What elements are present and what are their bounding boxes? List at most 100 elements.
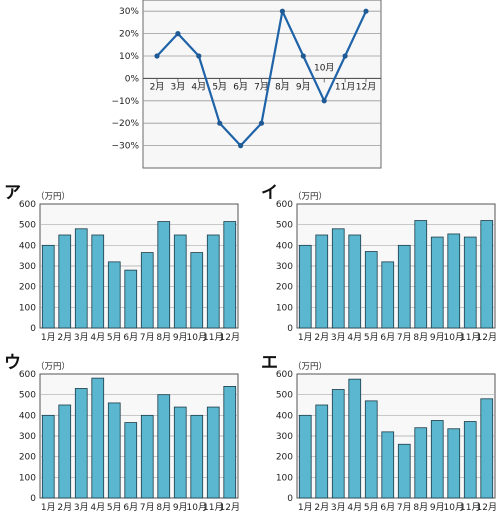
bar-x-tick-label: 6月 bbox=[123, 332, 138, 343]
bar-x-tick-label: 3月 bbox=[74, 332, 89, 343]
bar bbox=[124, 422, 138, 499]
bar bbox=[157, 221, 171, 329]
y-unit-label: （万円） bbox=[293, 191, 327, 202]
line-data-point bbox=[363, 8, 369, 14]
bar-y-tick-label: 100 bbox=[19, 303, 36, 313]
bar bbox=[397, 443, 411, 499]
bar-x-tick-label: 2月 bbox=[314, 332, 329, 343]
bar bbox=[381, 261, 395, 329]
bar-y-tick-label: 500 bbox=[19, 391, 36, 401]
line-x-tick-label: 10月 bbox=[314, 62, 334, 73]
line-x-tick-label: 8月 bbox=[275, 81, 290, 92]
bar-x-tick-label: 7月 bbox=[140, 332, 155, 343]
bar-y-tick-label: 600 bbox=[19, 200, 36, 210]
panel-label: エ bbox=[261, 353, 278, 373]
bar-x-tick-label: 6月 bbox=[380, 502, 395, 512]
bar bbox=[91, 377, 105, 499]
bar-x-tick-label: 8月 bbox=[156, 502, 171, 512]
bar-y-tick-label: 0 bbox=[287, 324, 293, 334]
bar-y-tick-label: 100 bbox=[276, 473, 293, 483]
bar bbox=[364, 251, 378, 329]
bar-x-tick-label: 10月 bbox=[444, 502, 464, 512]
bar bbox=[74, 388, 88, 499]
bar-y-tick-label: 300 bbox=[19, 262, 36, 272]
bar-x-tick-label: 9月 bbox=[430, 502, 445, 512]
bar-x-tick-label: 10月 bbox=[187, 502, 207, 512]
line-x-tick-label: 3月 bbox=[171, 81, 186, 92]
bar-x-tick-label: 6月 bbox=[380, 332, 395, 343]
line-plot-area bbox=[142, 0, 382, 169]
bar bbox=[447, 428, 461, 499]
bar-y-tick-label: 100 bbox=[19, 473, 36, 483]
bar-y-tick-label: 400 bbox=[19, 411, 36, 421]
bar bbox=[480, 398, 494, 499]
bar bbox=[315, 404, 329, 499]
panel-label: ウ bbox=[4, 353, 21, 373]
bar bbox=[41, 414, 55, 499]
bar-x-tick-label: 2月 bbox=[314, 502, 329, 512]
line-y-tick-label: 30% bbox=[119, 7, 139, 17]
bar-y-tick-label: 100 bbox=[276, 303, 293, 313]
bar bbox=[331, 389, 345, 499]
panel-label: ア bbox=[4, 183, 21, 203]
line-x-tick-label: 11月 bbox=[335, 81, 355, 92]
bar-x-tick-label: 8月 bbox=[413, 332, 428, 343]
bar-y-tick-label: 500 bbox=[276, 221, 293, 231]
bar-y-tick-label: 500 bbox=[276, 391, 293, 401]
bar-x-tick-label: 5月 bbox=[364, 332, 379, 343]
y-unit-label: （万円） bbox=[36, 191, 70, 202]
bar bbox=[381, 431, 395, 499]
bar bbox=[348, 234, 362, 329]
bar-y-tick-label: 600 bbox=[276, 200, 293, 210]
line-data-point bbox=[342, 53, 348, 59]
bar-x-tick-label: 7月 bbox=[397, 502, 412, 512]
bar bbox=[414, 427, 428, 499]
bar-x-tick-label: 11月 bbox=[203, 332, 223, 343]
line-x-tick-label: 7月 bbox=[254, 81, 269, 92]
bar-chart-i: イ （万円）600 500 400 300 200 100 0 1月 2月 3月 4月 5月 6月 7月 8月… bbox=[261, 183, 497, 343]
bar bbox=[298, 244, 312, 329]
bar-y-tick-label: 0 bbox=[30, 494, 36, 504]
bar-x-tick-label: 7月 bbox=[397, 332, 412, 343]
bar bbox=[140, 252, 154, 329]
line-y-tick-label: −10% bbox=[111, 97, 139, 107]
line-data-point bbox=[175, 30, 181, 37]
bar bbox=[41, 244, 55, 329]
bar bbox=[331, 228, 345, 329]
bar-x-tick-label: 10月 bbox=[187, 332, 207, 343]
line-data-point bbox=[238, 143, 244, 149]
growth-rate-line-chart: 30%20%10%0%−10%−20%−30%2月 3月 4月 5月 6月 7月 8月 9月1… bbox=[111, 0, 382, 169]
bar-y-tick-label: 500 bbox=[19, 221, 36, 231]
bar bbox=[463, 236, 477, 329]
line-y-tick-label: −30% bbox=[111, 142, 139, 152]
bar-x-tick-label: 3月 bbox=[331, 332, 346, 343]
bar bbox=[190, 414, 204, 499]
bar-x-tick-label: 6月 bbox=[123, 502, 138, 512]
bar-y-tick-label: 400 bbox=[276, 241, 293, 251]
bar bbox=[480, 220, 494, 329]
bar bbox=[298, 414, 312, 499]
line-data-point bbox=[279, 8, 285, 14]
bar bbox=[190, 252, 204, 329]
line-data-point bbox=[321, 98, 327, 104]
bar-y-tick-label: 300 bbox=[276, 432, 293, 442]
bar bbox=[447, 233, 461, 329]
line-x-tick-label: 6月 bbox=[233, 81, 248, 92]
bar-y-tick-label: 300 bbox=[276, 262, 293, 272]
bar-x-tick-label: 4月 bbox=[347, 332, 362, 343]
bar-y-tick-label: 0 bbox=[30, 324, 36, 334]
bar bbox=[463, 421, 477, 499]
line-x-tick-label: 4月 bbox=[191, 81, 206, 92]
bar-x-tick-label: 8月 bbox=[413, 502, 428, 512]
bar-y-tick-label: 600 bbox=[276, 370, 293, 380]
line-y-tick-label: −20% bbox=[111, 119, 139, 129]
line-data-point bbox=[217, 120, 223, 126]
line-data-point bbox=[196, 53, 202, 59]
bar-x-tick-label: 2月 bbox=[57, 502, 72, 512]
bar bbox=[364, 400, 378, 499]
bar-x-tick-label: 3月 bbox=[74, 502, 89, 512]
bar-x-tick-label: 4月 bbox=[90, 332, 105, 343]
bar-x-tick-label: 11月 bbox=[203, 502, 223, 512]
bar-x-tick-label: 12月 bbox=[477, 502, 497, 512]
